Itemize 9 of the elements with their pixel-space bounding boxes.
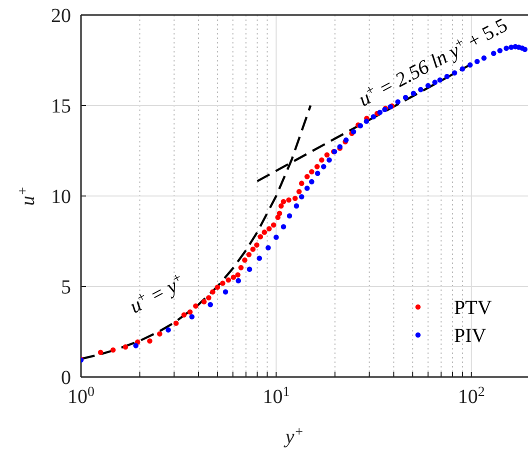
y-tick-label: 20 [51,5,71,27]
legend-label: PTV [454,297,492,319]
x-tick-label: 10$^{1}$ [262,384,290,408]
x-tick-label: 10$^{2}$ [458,384,485,408]
legend-label: PIV [454,325,487,347]
y-tick-label: 10 [51,186,71,208]
y-tick-label: 5 [61,276,71,298]
x-axis-title: y$^{+}$ [283,424,304,448]
y-tick-label: 15 [51,96,71,118]
